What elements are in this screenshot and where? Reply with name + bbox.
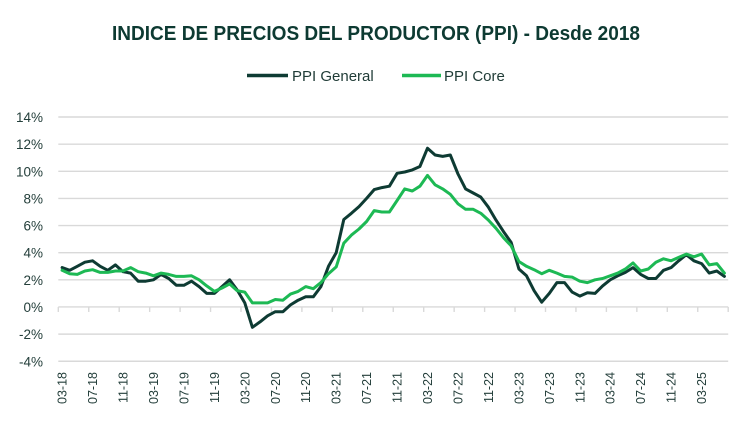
legend-item-ppi-core: PPI Core xyxy=(402,68,505,85)
x-tick-label: 11-19 xyxy=(208,372,222,403)
x-tick-label: 03-25 xyxy=(695,372,709,404)
y-axis: -4% -2% 0% 2% 4% 6% 8% 10% 12% 14% xyxy=(16,110,43,369)
y-tick-label: 14% xyxy=(16,110,43,125)
x-tick-label: 11-20 xyxy=(299,372,313,403)
x-tick-label: 11-21 xyxy=(391,372,405,403)
y-tick-label: 10% xyxy=(16,164,43,179)
x-tick-label: 07-23 xyxy=(543,372,557,404)
y-tick-label: 12% xyxy=(16,137,43,152)
x-tick-label: 11-22 xyxy=(482,372,496,403)
x-tick-label: 03-19 xyxy=(147,372,161,404)
x-tick-label: 03-18 xyxy=(56,372,70,404)
x-tick-label: 07-20 xyxy=(269,372,283,404)
gridlines xyxy=(58,116,729,362)
plot-area xyxy=(60,146,726,329)
series-line-ppi-general xyxy=(60,146,726,329)
x-tick-label: 03-23 xyxy=(512,372,526,404)
x-tick-label: 03-24 xyxy=(604,372,618,404)
x-tick-label: 03-21 xyxy=(330,372,344,404)
x-tick-label: 07-18 xyxy=(86,372,100,404)
y-tick-label: 4% xyxy=(23,246,43,261)
y-tick-label: 6% xyxy=(23,219,43,234)
y-tick-label: 2% xyxy=(23,273,43,288)
chart-title: INDICE DE PRECIOS DEL PRODUCTOR (PPI) - … xyxy=(112,23,640,45)
series-line-ppi-core xyxy=(60,173,726,305)
x-tick-label: 11-24 xyxy=(665,372,679,403)
legend-label-ppi-general: PPI General xyxy=(292,68,374,85)
legend: PPI General PPI Core xyxy=(247,68,505,85)
x-tick-label: 07-22 xyxy=(451,372,465,404)
y-tick-label: 8% xyxy=(23,191,43,206)
legend-label-ppi-core: PPI Core xyxy=(444,68,505,85)
x-tick-label: 03-20 xyxy=(238,372,252,404)
x-axis: 03-18 07-18 11-18 03-19 07-19 11-19 03-20 07-20… xyxy=(56,306,729,404)
x-tick-label: 03-22 xyxy=(421,372,435,404)
legend-item-ppi-general: PPI General xyxy=(247,68,374,85)
x-tick-label: 11-23 xyxy=(573,372,587,403)
x-tick-label: 07-19 xyxy=(177,372,191,404)
x-tick-label: 07-24 xyxy=(634,372,648,404)
y-tick-label: -4% xyxy=(19,354,43,369)
x-tick-label: 11-18 xyxy=(117,372,131,403)
x-tick-label: 07-21 xyxy=(360,372,374,404)
y-tick-label: 0% xyxy=(23,300,43,315)
y-tick-label: -2% xyxy=(19,327,43,342)
